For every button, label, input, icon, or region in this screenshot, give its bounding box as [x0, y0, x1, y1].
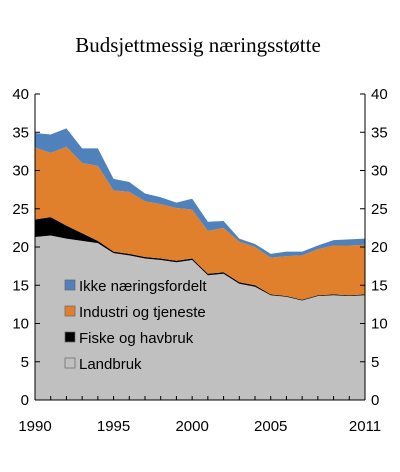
legend-swatch-fiske-og-havbruk: [64, 331, 76, 343]
y-tick-label-left: 10: [12, 316, 29, 333]
legend-swatch-industri-og-tjeneste: [64, 305, 76, 317]
y-tick-label-right: 40: [371, 86, 388, 103]
x-tick-label: 2011: [349, 418, 381, 435]
x-tick-label: 2005: [254, 418, 287, 435]
y-tick-label-left: 20: [12, 239, 29, 256]
legend-swatch-ikke-n-ringsfordelt: [64, 279, 76, 291]
y-tick-label-right: 30: [371, 163, 388, 180]
area-ikke-n-ringsfordelt: [35, 128, 365, 258]
y-tick-label-left: 5: [21, 354, 29, 371]
y-tick-label-left: 30: [12, 163, 29, 180]
area-industri-og-tjeneste: [35, 146, 365, 300]
area-landbruk: [35, 235, 365, 400]
y-tick-label-left: 25: [12, 201, 29, 218]
y-tick-label-right: 35: [371, 124, 388, 141]
y-tick-label-right: 15: [371, 277, 388, 294]
y-tick-label-left: 35: [12, 124, 29, 141]
x-tick-label: 1995: [97, 418, 130, 435]
y-tick-label-right: 0: [371, 392, 379, 409]
x-tick-label: 2000: [175, 418, 208, 435]
legend-label-ikke-n-ringsfordelt: Ikke næringsfordelt: [79, 278, 207, 295]
legend-swatch-landbruk: [64, 357, 76, 369]
legend-label-industri-og-tjeneste: Industri og tjeneste: [79, 304, 206, 321]
y-tick-label-left: 15: [12, 277, 29, 294]
y-tick-label-right: 10: [371, 316, 388, 333]
chart-title: Budsjettmessig næringsstøtte: [75, 33, 321, 57]
legend-label-fiske-og-havbruk: Fiske og havbruk: [79, 330, 194, 347]
y-tick-label-right: 5: [371, 354, 379, 371]
legend-label-landbruk: Landbruk: [79, 356, 142, 373]
y-tick-label-right: 20: [371, 239, 388, 256]
y-tick-label-right: 25: [371, 201, 388, 218]
y-tick-label-left: 0: [21, 392, 29, 409]
y-tick-label-left: 40: [12, 86, 29, 103]
x-tick-label: 1990: [18, 418, 51, 435]
